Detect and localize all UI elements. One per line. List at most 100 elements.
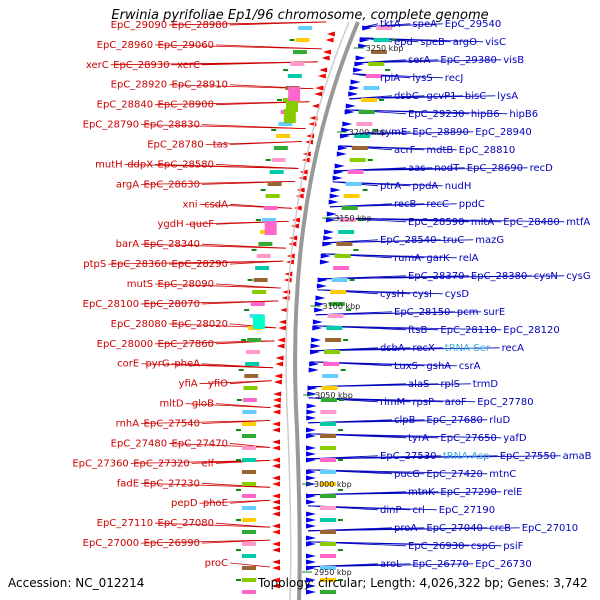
feature-band: [320, 458, 336, 462]
reverse-strand-gene-arrow: [278, 319, 287, 325]
gene-label: csdA: [204, 199, 228, 210]
gene-label: hipB6: [509, 109, 538, 120]
gene-label: clpB: [394, 415, 416, 426]
forward-strand-gene-arrow: [306, 565, 316, 571]
feature-band: [320, 518, 336, 522]
feature-band: [242, 494, 256, 498]
forward-strand-gene-arrow: [314, 307, 325, 313]
gene-label: elf: [202, 458, 215, 469]
feature-band: [320, 566, 336, 570]
gene-label: dsbC: [394, 91, 419, 102]
gene-label: ppdC: [459, 199, 485, 210]
orf-marker: [378, 99, 384, 101]
gene-label: gshA: [426, 361, 451, 372]
leader-line: [141, 300, 279, 305]
gene-label: EpC_29060: [158, 40, 214, 51]
gene-label: EpC_27290: [440, 487, 496, 498]
feature-band: [354, 134, 371, 138]
feature-band: [341, 206, 358, 210]
gene-label: EpC_27530: [380, 451, 436, 462]
kbp-tick-label: 2950 kbp: [314, 568, 352, 577]
gene-label: EpC_27650: [440, 433, 496, 444]
rna-label: tRNA-Asp: [443, 451, 490, 462]
feature-band: [324, 350, 341, 354]
gene-label: alaS: [408, 379, 429, 390]
forward-strand-gene-arrow: [334, 163, 345, 169]
reverse-strand-gene-arrow: [280, 307, 289, 313]
feature-band: [242, 518, 256, 522]
orf-marker: [346, 309, 352, 311]
reverse-strand-gene-arrow: [272, 565, 280, 571]
reverse-strand-gene-arrow: [272, 547, 280, 553]
forward-strand-gene-arrow: [322, 241, 333, 247]
gene-label: mdtB: [426, 145, 453, 156]
feature-band: [320, 578, 336, 582]
gene-label: EpC_28790: [83, 120, 139, 131]
feature-band: [320, 506, 336, 510]
feature-band: [242, 542, 256, 546]
forward-strand-gene-arrow: [317, 277, 328, 283]
reverse-strand-gene-arrow: [306, 133, 315, 139]
feature-band: [278, 122, 293, 126]
gene-label: EpC_27780: [477, 397, 533, 408]
feature-band: [323, 362, 340, 366]
gene-label: cysG: [566, 271, 590, 282]
forward-strand-gene-arrow: [306, 499, 316, 505]
gene-label: ftsB: [408, 325, 427, 336]
reverse-strand-gene-arrow: [272, 409, 281, 415]
forward-strand-gene-arrow: [336, 151, 347, 157]
gene-label: EpC_29380: [440, 55, 496, 66]
forward-strand-gene-arrow: [341, 127, 352, 133]
gene-label: cysD: [445, 289, 470, 300]
gene-label: yfiA: [179, 379, 198, 390]
leader-line: [155, 283, 281, 289]
reverse-strand-gene-arrow: [272, 457, 280, 463]
feature-band: [292, 50, 307, 54]
feature-tracks: [236, 25, 397, 595]
gene-label: mutH: [95, 159, 123, 170]
gene-label: amaB: [563, 451, 592, 462]
feature-band: [358, 110, 375, 114]
leader-line: [327, 217, 565, 223]
feature-band: [339, 218, 356, 222]
forward-strand-gene-arrow: [344, 109, 355, 115]
orf-marker: [236, 519, 241, 521]
reverse-strand-gene-arrow: [325, 37, 334, 43]
gene-label: visB: [503, 55, 524, 66]
feature-band: [258, 242, 273, 246]
reverse-strand-gene-arrow: [273, 379, 282, 385]
reverse-strand-gene-arrow: [273, 391, 282, 397]
forward-strand-gene-arrow: [306, 517, 316, 523]
orf-marker: [236, 459, 241, 461]
gene-label: EpC_28980: [172, 20, 228, 31]
reverse-strand-gene-arrow: [272, 559, 280, 565]
gene-label: phoE: [203, 498, 228, 509]
feature-band: [351, 146, 368, 150]
gene-label: EpC_27470: [172, 438, 228, 449]
kbp-tick-label: 3150 kbp: [334, 214, 372, 223]
gene-label: EpC_27040: [426, 523, 482, 534]
gene-label: barA: [116, 239, 140, 250]
forward-strand-gene-arrow: [306, 457, 316, 463]
gene-label: EpC_28380: [471, 271, 527, 282]
gene-label: rimM: [380, 397, 405, 408]
gene-label: EpC_28580: [158, 159, 214, 170]
gene-label: recA: [502, 343, 525, 354]
feature-band: [330, 290, 347, 294]
orf-marker: [271, 129, 277, 131]
leader-line: [141, 243, 286, 249]
forward-strand-gene-arrow: [311, 337, 322, 343]
orf-marker: [367, 159, 373, 161]
orf-marker: [385, 69, 391, 71]
gene-label: EpC_27230: [144, 478, 200, 489]
gene-label: ptpS: [83, 259, 106, 270]
forward-strand-gene-arrow: [354, 61, 365, 67]
gene-label: recD: [530, 163, 554, 174]
gene-label: trmD: [473, 379, 499, 390]
feature-band: [321, 386, 338, 390]
gene-label: gcvP1: [426, 91, 456, 102]
forward-strand-gene-arrow: [326, 211, 337, 217]
gene-label: garK: [426, 253, 450, 264]
gene-label: truC: [443, 235, 464, 246]
leader-line: [205, 141, 302, 145]
